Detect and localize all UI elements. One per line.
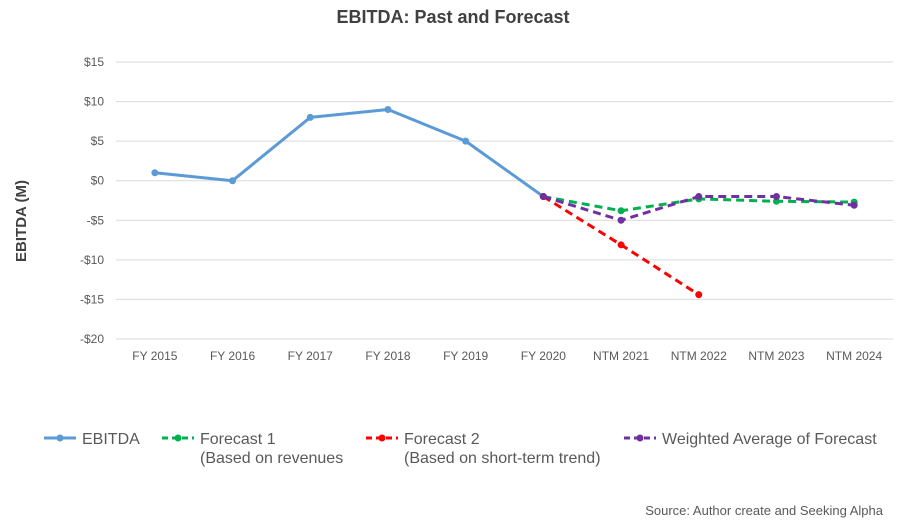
chart-title: EBITDA: Past and Forecast: [336, 7, 569, 27]
x-tick-label: NTM 2022: [671, 349, 727, 363]
legend-label-line2: (Based on revenues: [200, 450, 343, 467]
legend-label: Weighted Average of Forecast: [662, 431, 877, 448]
legend-marker: [56, 434, 64, 442]
x-tick-label: FY 2015: [132, 349, 177, 363]
data-point-forecast-2: [617, 241, 625, 249]
x-tick-label: FY 2016: [210, 349, 255, 363]
legend-label: EBITDA: [82, 431, 140, 448]
data-point-weighted-average-of-forecast: [772, 193, 780, 201]
data-point-ebitda: [384, 105, 392, 113]
legend-label-line2: (Based on short-term trend): [404, 450, 601, 467]
data-point-weighted-average-of-forecast: [539, 193, 547, 201]
x-tick-label: FY 2020: [521, 349, 566, 363]
x-tick-label: NTM 2021: [593, 349, 649, 363]
legend-marker: [378, 434, 386, 442]
series-ebitda: [151, 105, 547, 201]
data-point-weighted-average-of-forecast: [850, 201, 858, 209]
x-tick-label: NTM 2023: [748, 349, 804, 363]
gridlines: [116, 61, 893, 340]
y-tick-label: -$5: [87, 213, 105, 227]
y-tick-label: $15: [84, 55, 104, 69]
data-point-ebitda: [151, 169, 159, 177]
x-tick-label: NTM 2024: [826, 349, 882, 363]
y-tick-label: $0: [91, 174, 105, 188]
legend: EBITDA Forecast 1(Based on revenuesForeca…: [44, 431, 877, 467]
x-axis-ticks: FY 2015 FY 2016 FY 2017 FY 2018 FY 2019 FY 20…: [132, 349, 882, 363]
data-point-weighted-average-of-forecast: [617, 216, 625, 224]
data-point-ebitda: [229, 177, 237, 185]
data-point-forecast-1: [617, 207, 625, 215]
legend-marker: [174, 434, 182, 442]
legend-marker: [636, 434, 644, 442]
y-tick-label: $10: [84, 95, 104, 109]
x-tick-label: FY 2018: [365, 349, 410, 363]
legend-item-ebitda: EBITDA: [44, 431, 140, 448]
y-axis-label: EBITDA (M): [13, 180, 30, 262]
y-tick-label: -$15: [80, 292, 104, 306]
source-note: Source: Author create and Seeking Alpha: [645, 503, 884, 518]
y-tick-label: -$10: [80, 253, 104, 267]
data-point-ebitda: [306, 113, 314, 121]
data-point-ebitda: [462, 137, 470, 145]
data-point-weighted-average-of-forecast: [695, 193, 703, 201]
legend-label: Forecast 1: [200, 431, 276, 448]
legend-item-weighted-average-of-forecast: Weighted Average of Forecast: [624, 431, 877, 448]
y-tick-label: -$20: [80, 332, 104, 346]
series-line-ebitda: [154, 107, 545, 198]
legend-item-forecast-1: Forecast 1 (Based on revenues: [162, 431, 343, 467]
x-tick-label: FY 2019: [443, 349, 488, 363]
legend-item-forecast-2: Forecast 2 (Based on short-term trend): [366, 431, 601, 467]
legend-label: Forecast 2: [404, 431, 480, 448]
data-point-forecast-2: [695, 291, 703, 299]
y-tick-label: $5: [91, 134, 105, 148]
y-axis-ticks: $15 $10 $5 $0 -$5 -$10 -$15 -$20: [80, 55, 104, 346]
x-tick-label: FY 2017: [288, 349, 333, 363]
series-lines: [151, 105, 858, 299]
series-weighted-average-of-forecast: [539, 193, 858, 224]
